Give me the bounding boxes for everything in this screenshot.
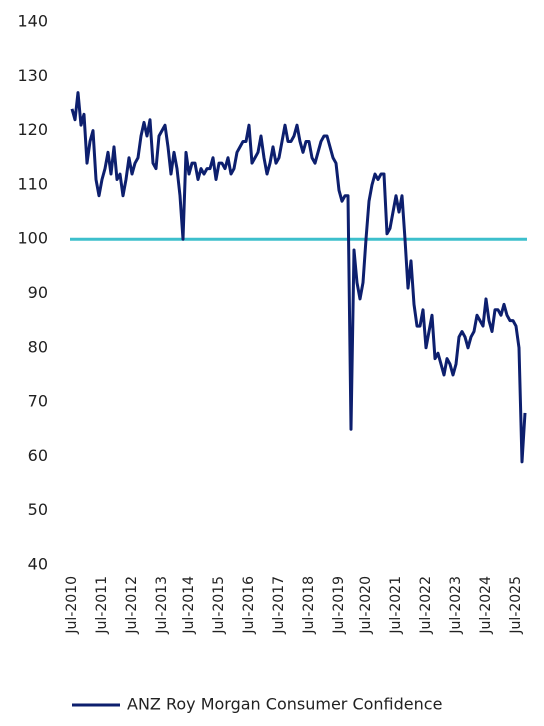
y-tick-label: 50 [28, 500, 48, 519]
data-line [70, 91, 527, 464]
x-tick-label: Jul-2019 [331, 576, 347, 635]
y-tick-label: 130 [17, 66, 48, 85]
y-tick-label: 60 [28, 446, 48, 465]
x-tick-label: Jul-2018 [301, 576, 317, 635]
x-tick-label: Jul-2011 [94, 576, 110, 635]
legend-label: ANZ Roy Morgan Consumer Confidence [127, 695, 442, 714]
y-tick-label: 120 [17, 120, 48, 139]
x-tick-label: Jul-2020 [358, 576, 374, 635]
x-tick-label: Jul-2025 [508, 576, 524, 635]
y-tick-label: 90 [28, 283, 48, 302]
x-tick-label: Jul-2015 [211, 576, 227, 635]
x-tick-label: Jul-2013 [154, 576, 170, 635]
y-tick-label: 40 [28, 555, 48, 574]
y-tick-label: 70 [28, 392, 48, 411]
x-tick-label: Jul-2021 [388, 576, 404, 635]
x-tick-label: Jul-2010 [64, 576, 80, 635]
y-tick-label: 80 [28, 337, 48, 356]
x-tick-label: Jul-2012 [124, 576, 140, 635]
y-tick-label: 110 [17, 174, 48, 193]
x-tick-label: Jul-2014 [181, 576, 197, 635]
x-tick-label: Jul-2022 [418, 576, 434, 635]
x-tick-label: Jul-2023 [448, 576, 464, 635]
y-tick-label: 100 [17, 229, 48, 248]
x-tick-label: Jul-2024 [478, 576, 494, 635]
y-tick-label: 140 [17, 12, 48, 31]
x-tick-label: Jul-2016 [241, 576, 257, 635]
x-tick-label: Jul-2017 [271, 576, 287, 635]
